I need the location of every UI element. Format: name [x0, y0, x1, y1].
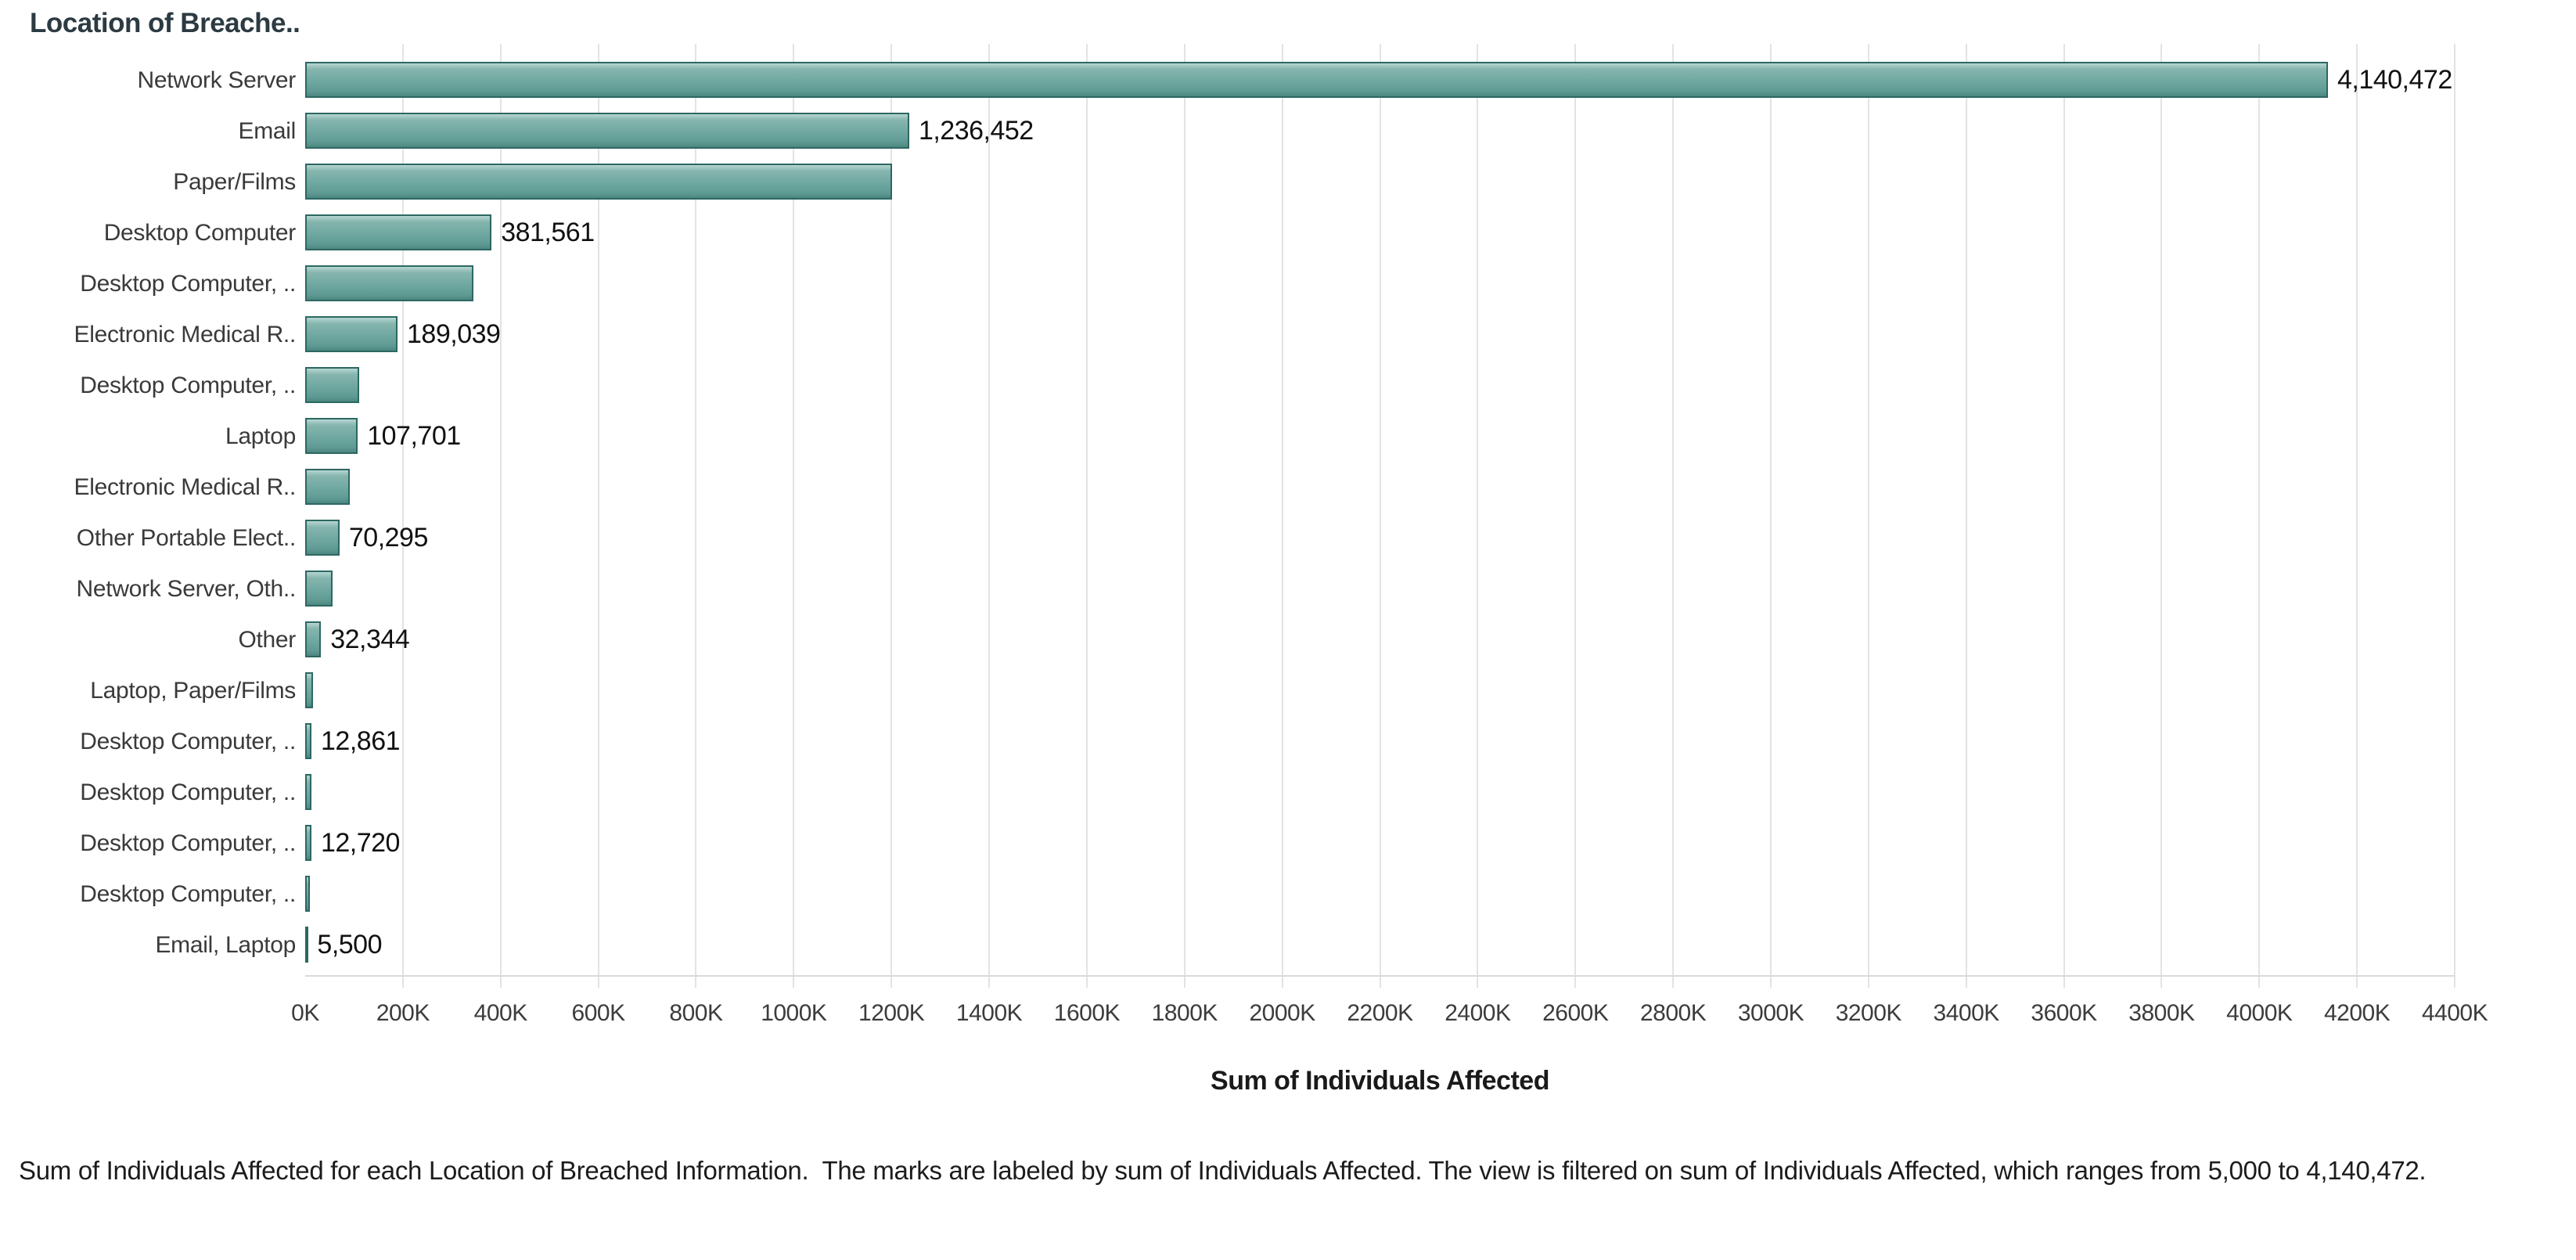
bar-value-label: 189,039: [407, 319, 501, 349]
gridline: [793, 44, 795, 988]
gridline: [401, 44, 404, 988]
gridline: [499, 44, 502, 988]
gridline: [1379, 44, 1381, 988]
gridline: [1965, 44, 1967, 988]
bar-value-label: 5,500: [317, 930, 383, 959]
gridline: [2160, 44, 2163, 988]
category-label[interactable]: Email, Laptop: [155, 932, 296, 958]
gridline: [1574, 44, 1577, 988]
x-tick-label: 3200K: [1835, 1000, 1902, 1026]
bar-value-label: 107,701: [367, 421, 461, 451]
bar[interactable]: [305, 214, 492, 250]
x-axis-title: Sum of Individuals Affected: [1211, 1066, 1549, 1096]
category-label[interactable]: Desktop Computer, ..: [80, 830, 296, 856]
x-tick-label: 1400K: [955, 1000, 1023, 1026]
bar[interactable]: [305, 417, 358, 454]
gridline: [1672, 44, 1675, 988]
x-tick-label: 3000K: [1737, 1000, 1804, 1026]
gridline: [597, 44, 599, 988]
x-tick-label: 4000K: [2226, 1000, 2293, 1026]
category-label[interactable]: Desktop Computer, ..: [80, 729, 296, 754]
bar[interactable]: [305, 875, 310, 912]
category-label[interactable]: Network Server: [137, 67, 296, 93]
gridline: [695, 44, 697, 988]
category-label[interactable]: Desktop Computer, ..: [80, 373, 296, 398]
gridline: [2258, 44, 2261, 988]
bar[interactable]: [305, 468, 350, 505]
bar[interactable]: [305, 366, 359, 403]
bar[interactable]: [305, 722, 312, 759]
gridline: [988, 44, 991, 988]
x-tick-label: 2000K: [1249, 1000, 1316, 1026]
bar[interactable]: [305, 570, 333, 607]
bar[interactable]: [305, 926, 308, 963]
x-tick-label: 4400K: [2421, 1000, 2488, 1026]
x-tick-label: 0K: [291, 1000, 319, 1026]
x-tick-label: 3400K: [1933, 1000, 2000, 1026]
x-tick-label: 400K: [473, 1000, 528, 1026]
x-tick-label: 3800K: [2128, 1000, 2195, 1026]
gridline: [1281, 44, 1283, 988]
x-tick-label: 4200K: [2324, 1000, 2391, 1026]
axis-line: [305, 975, 2455, 977]
category-label[interactable]: Email: [238, 118, 296, 144]
category-label[interactable]: Network Server, Oth..: [76, 576, 296, 602]
bar[interactable]: [305, 519, 340, 556]
x-tick-label: 1800K: [1151, 1000, 1218, 1026]
bar[interactable]: [305, 265, 474, 301]
gridline: [1085, 44, 1088, 988]
bar[interactable]: [305, 773, 311, 810]
x-tick-label: 2200K: [1347, 1000, 1413, 1026]
x-tick-label: 1600K: [1053, 1000, 1121, 1026]
category-label[interactable]: Desktop Computer: [103, 220, 296, 246]
x-tick-label: 1200K: [858, 1000, 925, 1026]
chart-caption: Sum of Individuals Affected for each Loc…: [19, 1156, 2427, 1185]
bar-value-label: 1,236,452: [918, 116, 1034, 146]
x-tick-label: 600K: [571, 1000, 626, 1026]
category-label[interactable]: Other Portable Elect..: [76, 525, 296, 551]
x-tick-label: 200K: [376, 1000, 430, 1026]
bar[interactable]: [305, 621, 322, 657]
x-tick-label: 2400K: [1445, 1000, 1511, 1026]
bar[interactable]: [305, 315, 398, 352]
category-label[interactable]: Desktop Computer, ..: [80, 779, 296, 805]
gridline: [1477, 44, 1479, 988]
category-label[interactable]: Electronic Medical R..: [74, 322, 297, 347]
category-label[interactable]: Laptop, Paper/Films: [90, 678, 296, 704]
gridline: [2356, 44, 2358, 988]
gridline: [1769, 44, 1772, 988]
bar-value-label: 32,344: [330, 625, 410, 654]
category-label[interactable]: Laptop: [225, 423, 296, 449]
bar[interactable]: [305, 163, 892, 200]
category-label[interactable]: Other: [238, 627, 296, 653]
gridline: [1183, 44, 1185, 988]
gridline: [1867, 44, 1869, 988]
bar-value-label: 12,720: [320, 828, 401, 858]
x-tick-label: 800K: [669, 1000, 723, 1026]
bar-value-label: 70,295: [348, 523, 429, 553]
x-tick-label: 1000K: [761, 1000, 827, 1026]
category-label[interactable]: Desktop Computer, ..: [80, 271, 296, 297]
x-tick-label: 2800K: [1639, 1000, 1707, 1026]
category-label[interactable]: Electronic Medical R..: [74, 474, 297, 500]
column-header-title: Location of Breache..: [30, 8, 300, 38]
bar-value-label: 381,561: [501, 218, 595, 247]
gridline: [890, 44, 893, 988]
category-label[interactable]: Desktop Computer, ..: [80, 881, 296, 907]
bar[interactable]: [305, 112, 909, 149]
bar[interactable]: [305, 671, 313, 708]
bar-value-label: 4,140,472: [2337, 65, 2452, 95]
x-tick-label: 2600K: [1542, 1000, 1609, 1026]
x-tick-label: 3600K: [2031, 1000, 2097, 1026]
bar[interactable]: [305, 61, 2328, 98]
bar[interactable]: [305, 824, 311, 861]
gridline: [2063, 44, 2065, 988]
gridline: [2454, 44, 2455, 988]
bar-value-label: 12,861: [321, 726, 401, 756]
category-label[interactable]: Paper/Films: [173, 169, 296, 195]
